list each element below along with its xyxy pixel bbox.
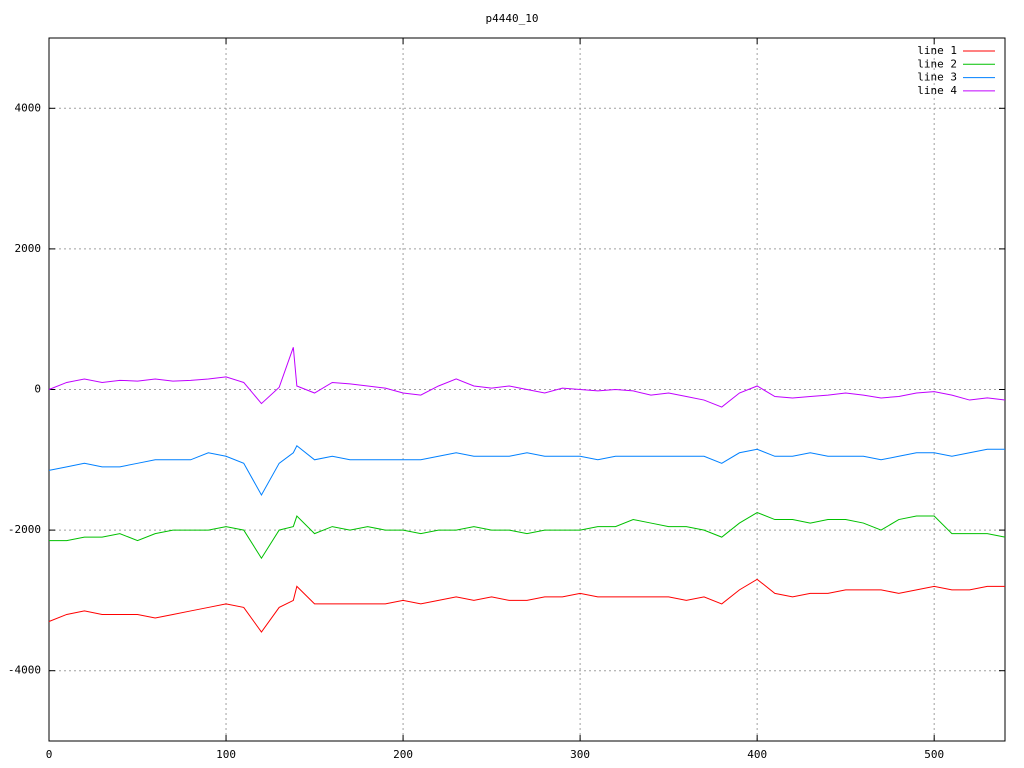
series-line — [48, 444, 1005, 496]
series-line — [49, 511, 1006, 560]
series-line — [48, 578, 1005, 633]
series-line — [48, 347, 1006, 408]
y-tick-label: -2000 — [8, 523, 41, 536]
legend-label: line 2 — [917, 57, 957, 70]
x-tick-label: 100 — [216, 748, 236, 761]
y-tick-label: 0 — [34, 383, 41, 396]
y-tick-label: -4000 — [8, 664, 41, 677]
chart-title: p4440_10 — [486, 12, 539, 25]
x-tick-label: 300 — [570, 748, 590, 761]
legend-label: line 1 — [917, 44, 957, 57]
x-tick-label: 400 — [747, 748, 767, 761]
legend-label: line 4 — [917, 84, 957, 97]
x-tick-label: 500 — [924, 748, 944, 761]
x-tick-label: 200 — [393, 748, 413, 761]
y-tick-label: 2000 — [15, 242, 42, 255]
x-tick-label: 0 — [46, 748, 53, 761]
legend-label: line 3 — [917, 71, 957, 84]
y-tick-label: 4000 — [15, 101, 42, 114]
